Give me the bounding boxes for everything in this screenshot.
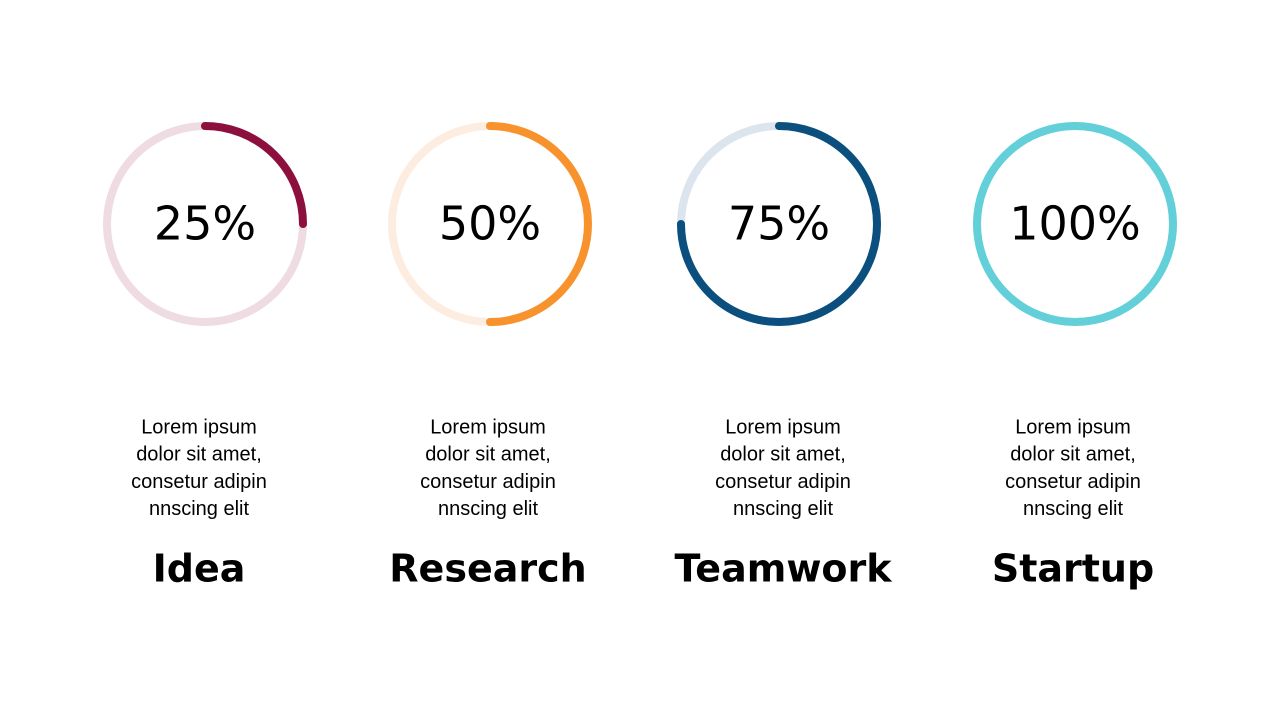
description-line: Lorem ipsum: [430, 416, 546, 438]
description-line: consetur adipin: [1005, 471, 1141, 493]
description-line: dolor sit amet,: [720, 444, 846, 466]
description-line: dolor sit amet,: [425, 444, 551, 466]
item-title: Research: [389, 547, 586, 591]
description-line: nnscing elit: [438, 498, 539, 520]
description-line: nnscing elit: [733, 498, 834, 520]
description-line: nnscing elit: [1023, 498, 1124, 520]
description-line: dolor sit amet,: [136, 444, 262, 466]
value-label: 100%: [1009, 197, 1141, 251]
ring-progress: [677, 122, 881, 326]
description-line: consetur adipin: [715, 471, 851, 493]
item-title: Teamwork: [674, 547, 892, 591]
description-line: Lorem ipsum: [725, 416, 841, 438]
description-line: Lorem ipsum: [1015, 416, 1131, 438]
value-label: 50%: [439, 197, 541, 251]
ring-progress: [973, 122, 1177, 326]
item-title: Startup: [992, 547, 1154, 591]
item-title: Idea: [153, 547, 246, 591]
description-line: nnscing elit: [149, 498, 250, 520]
description-line: dolor sit amet,: [1010, 444, 1136, 466]
value-label: 25%: [154, 197, 256, 251]
value-label: 75%: [728, 197, 830, 251]
description-line: Lorem ipsum: [141, 416, 257, 438]
ring-progress: [486, 122, 592, 326]
ring-progress: [201, 122, 307, 228]
description-line: consetur adipin: [131, 471, 267, 493]
description-line: consetur adipin: [420, 471, 556, 493]
